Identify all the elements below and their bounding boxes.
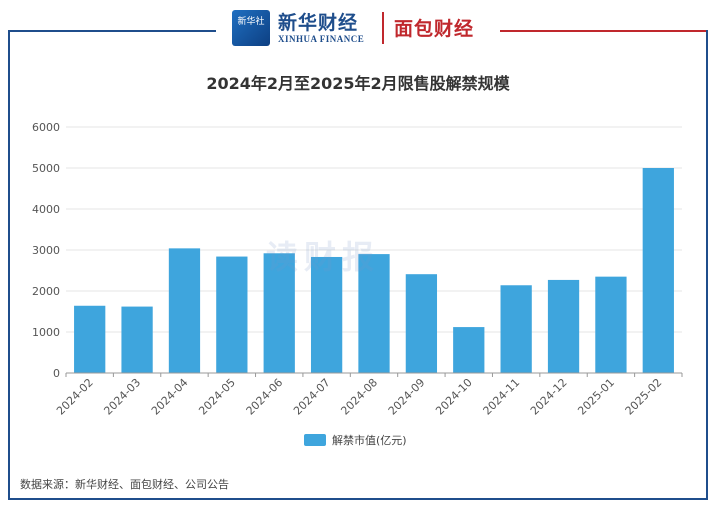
bar[interactable] xyxy=(405,274,438,373)
y-tick-label: 5000 xyxy=(32,162,60,175)
x-tick-label: 2024-11 xyxy=(481,376,523,418)
bar[interactable] xyxy=(121,306,153,373)
y-tick-label: 2000 xyxy=(32,285,60,298)
x-tick-label: 2024-02 xyxy=(54,376,96,418)
x-tick-label: 2024-03 xyxy=(102,376,144,418)
bar-layer xyxy=(74,168,674,373)
x-tick-label: 2025-02 xyxy=(623,376,665,418)
y-tick-label: 1000 xyxy=(32,326,60,339)
logo-text: 新华社 xyxy=(237,17,265,27)
bar[interactable] xyxy=(310,256,343,373)
x-tick-label: 2024-08 xyxy=(338,376,380,418)
y-tick-label: 3000 xyxy=(32,244,60,257)
legend-label: 解禁市值(亿元) xyxy=(332,434,407,447)
x-tick-label: 2025-01 xyxy=(575,376,617,418)
brand-primary: 新华财经 xyxy=(278,12,359,34)
frame-line-left xyxy=(8,30,216,32)
y-tick-label: 4000 xyxy=(32,203,60,216)
y-tick-label: 0 xyxy=(53,367,60,380)
x-tick-label: 2024-12 xyxy=(528,376,570,418)
chart-frame xyxy=(8,30,708,500)
bar[interactable] xyxy=(263,253,295,373)
bar[interactable] xyxy=(547,279,580,373)
bar[interactable] xyxy=(358,254,390,373)
x-tick-label: 2024-07 xyxy=(291,376,333,418)
watermark: 读财报 xyxy=(266,238,381,276)
x-tick-label: 2024-04 xyxy=(149,376,191,418)
x-tick-label: 2024-06 xyxy=(244,376,286,418)
brand-primary-en: XINHUA FINANCE xyxy=(278,34,365,44)
header-logos: 新华社 新华财经 XINHUA FINANCE 面包财经 xyxy=(224,6,500,50)
x-tick-label: 2024-09 xyxy=(386,376,428,418)
brand-secondary: 面包财经 xyxy=(394,18,475,40)
frame-line-right xyxy=(500,30,708,32)
bar[interactable] xyxy=(453,327,485,373)
source-note: 数据来源：新华财经、面包财经、公司公告 xyxy=(20,478,229,491)
bar[interactable] xyxy=(216,256,248,373)
x-tick-label: 2024-05 xyxy=(196,376,238,418)
bar[interactable] xyxy=(642,168,674,373)
bar[interactable] xyxy=(595,276,627,373)
legend-swatch xyxy=(304,434,326,446)
bar[interactable] xyxy=(168,248,201,373)
chart-title: 2024年2月至2025年2月限售股解禁规模 xyxy=(206,74,510,93)
xinhua-logo: 新华社 xyxy=(232,10,270,46)
brand-divider xyxy=(382,12,384,44)
y-tick-label: 6000 xyxy=(32,121,60,134)
bar[interactable] xyxy=(500,285,532,373)
bar[interactable] xyxy=(74,305,106,373)
x-tick-label: 2024-10 xyxy=(433,376,475,418)
